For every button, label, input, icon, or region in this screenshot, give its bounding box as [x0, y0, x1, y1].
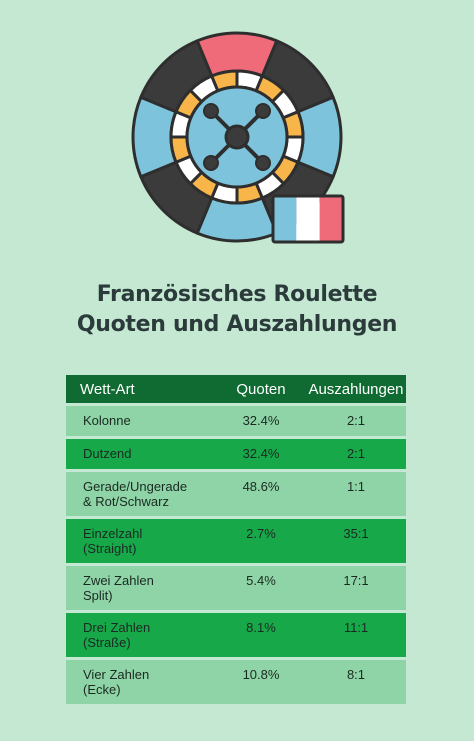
payout-cell: 11:1	[343, 620, 369, 635]
wheel-spindle-knob	[255, 155, 271, 171]
payout-cell: 2:1	[346, 446, 366, 461]
bet-type-cell: Dutzend	[83, 446, 132, 461]
odds-cell: 32.4%	[242, 413, 280, 428]
wheel-spindle-knob	[203, 155, 219, 171]
header-payout: Auszahlungen	[308, 380, 404, 398]
page-title: Französisches Roulette Quoten und Auszah…	[0, 280, 474, 340]
bet-type-cell: Drei Zahlen (Straße)	[83, 620, 151, 650]
table-row: Drei Zahlen (Straße) 8.1% 11:1	[66, 613, 406, 657]
french-flag-icon	[271, 194, 345, 244]
header-bet-type: Wett-Art	[80, 380, 135, 398]
table-row: Dutzend 32.4% 2:1	[66, 439, 406, 469]
odds-table: Wett-Art Quoten Auszahlungen Kolonne 32.…	[66, 375, 406, 704]
bet-type-cell: Kolonne	[83, 413, 131, 428]
payout-cell: 17:1	[343, 573, 369, 588]
odds-cell: 48.6%	[242, 479, 280, 494]
table-row: Gerade/Ungerade & Rot/Schwarz 48.6% 1:1	[66, 472, 406, 516]
table-header: Wett-Art Quoten Auszahlungen	[66, 375, 406, 403]
flag-stripe-blue	[273, 196, 297, 242]
payout-cell: 8:1	[346, 667, 366, 682]
title-line-1: Französisches Roulette	[96, 282, 378, 307]
wheel-hub	[224, 124, 250, 150]
wheel-spindle-knob	[203, 103, 219, 119]
table-row: Zwei Zahlen Split) 5.4% 17:1	[66, 566, 406, 610]
wheel-spindle-knob	[255, 103, 271, 119]
payout-cell: 2:1	[346, 413, 366, 428]
flag-stripe-red	[319, 196, 343, 242]
odds-cell: 10.8%	[242, 667, 280, 682]
header-odds: Quoten	[236, 380, 286, 398]
bet-type-cell: Zwei Zahlen Split)	[83, 573, 154, 603]
odds-cell: 2.7%	[246, 526, 276, 541]
bet-type-cell: Gerade/Ungerade & Rot/Schwarz	[83, 479, 188, 509]
roulette-wheel	[131, 31, 345, 244]
payout-cell: 1:1	[346, 479, 366, 494]
odds-cell: 5.4%	[246, 573, 276, 588]
table-row: Vier Zahlen (Ecke) 10.8% 8:1	[66, 660, 406, 704]
title-line-2: Quoten und Auszahlungen	[76, 312, 398, 337]
flag-stripe-white	[296, 196, 320, 242]
odds-cell: 8.1%	[246, 620, 276, 635]
roulette-wheel-icon	[131, 31, 345, 244]
bet-type-cell: Vier Zahlen (Ecke)	[83, 667, 150, 697]
table-row: Einzelzahl (Straight) 2.7% 35:1	[66, 519, 406, 563]
odds-cell: 32.4%	[242, 446, 280, 461]
table-row: Kolonne 32.4% 2:1	[66, 406, 406, 436]
bet-type-cell: Einzelzahl (Straight)	[83, 526, 143, 556]
payout-cell: 35:1	[343, 526, 369, 541]
